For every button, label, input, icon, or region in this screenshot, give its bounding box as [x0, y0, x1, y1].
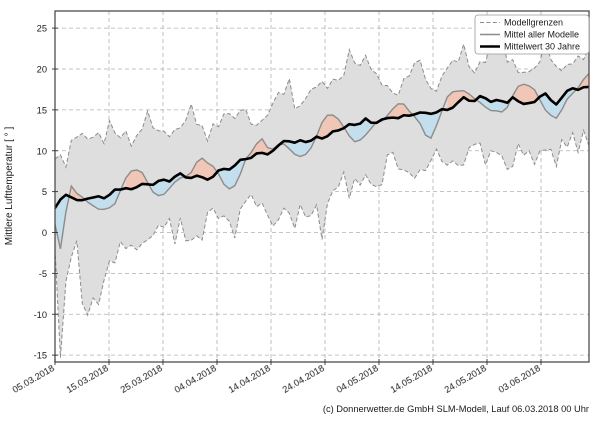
svg-text:Mittlere Lufttemperatur [ ° ]: Mittlere Lufttemperatur [ ° ] — [4, 127, 15, 246]
svg-text:5: 5 — [42, 187, 47, 197]
svg-text:-5: -5 — [39, 269, 47, 279]
svg-text:(c) Donnerwetter.de GmbH SLM-M: (c) Donnerwetter.de GmbH SLM-Modell, Lau… — [323, 404, 589, 414]
svg-text:-10: -10 — [34, 310, 47, 320]
svg-text:-15: -15 — [34, 351, 47, 361]
svg-text:15: 15 — [37, 105, 47, 115]
svg-text:0: 0 — [42, 228, 47, 238]
svg-text:20: 20 — [37, 65, 47, 75]
svg-text:Mittel aller Modelle: Mittel aller Modelle — [504, 30, 579, 40]
svg-text:Mittelwert 30 Jahre: Mittelwert 30 Jahre — [504, 42, 580, 52]
svg-text:25: 25 — [37, 24, 47, 34]
svg-text:Modellgrenzen: Modellgrenzen — [504, 18, 563, 28]
svg-text:10: 10 — [37, 146, 47, 156]
